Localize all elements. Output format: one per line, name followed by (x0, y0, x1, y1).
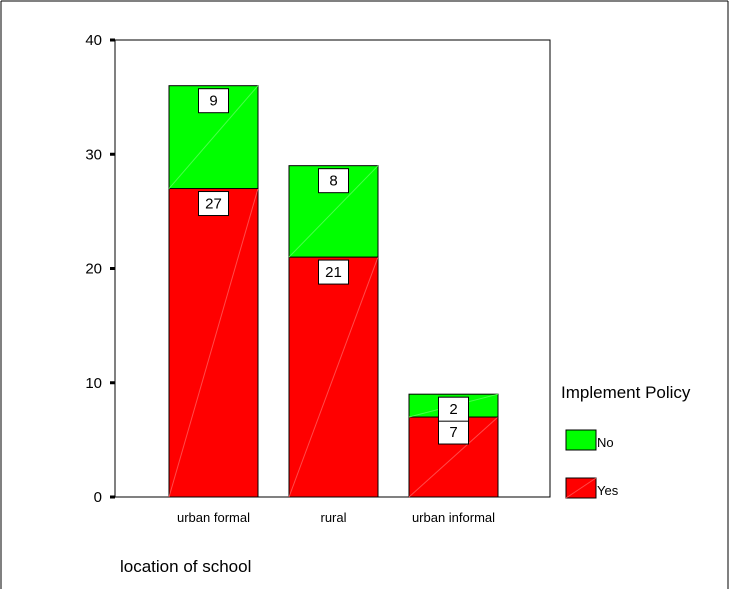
bar-segment-texture (408, 416, 499, 498)
bar-segment-texture (288, 165, 379, 258)
data-label-box (318, 168, 349, 194)
data-label-box (318, 259, 349, 285)
x-category-label: urban informal (412, 510, 495, 525)
x-axis-title: location of school (120, 557, 251, 576)
bar-segment-texture (168, 188, 259, 498)
y-tick-label: 40 (85, 32, 102, 49)
bar-segment-texture (168, 85, 259, 189)
legend-swatch-texture (565, 477, 597, 499)
data-label: 21 (325, 264, 342, 281)
y-tick-label: 10 (85, 375, 102, 392)
y-tick-label: 30 (85, 146, 102, 163)
legend-title: Implement Policy (561, 383, 691, 402)
data-label-box (198, 191, 229, 217)
y-tick-label: 0 (94, 489, 102, 506)
data-label-box (198, 88, 229, 114)
data-label: 2 (449, 401, 457, 418)
legend-swatch-no (565, 429, 597, 451)
y-tick-label: 20 (85, 261, 102, 278)
x-category-label: urban formal (177, 510, 250, 525)
data-label: 7 (449, 424, 457, 441)
y-axis: 0 10 20 30 40 (85, 32, 115, 506)
x-axis-categories: urban formal rural urban informal (177, 510, 495, 525)
data-label: 9 (209, 93, 217, 110)
x-category-label: rural (320, 510, 346, 525)
data-label: 27 (205, 196, 222, 213)
data-label-box (438, 396, 469, 422)
legend-label: No (597, 435, 614, 450)
bars (168, 85, 499, 498)
data-labels: 27 9 21 8 7 2 (198, 88, 469, 445)
legend: Implement Policy No Yes (561, 383, 691, 499)
data-label: 8 (329, 173, 337, 190)
bar-segment-texture (288, 256, 379, 498)
legend-label: Yes (597, 483, 619, 498)
